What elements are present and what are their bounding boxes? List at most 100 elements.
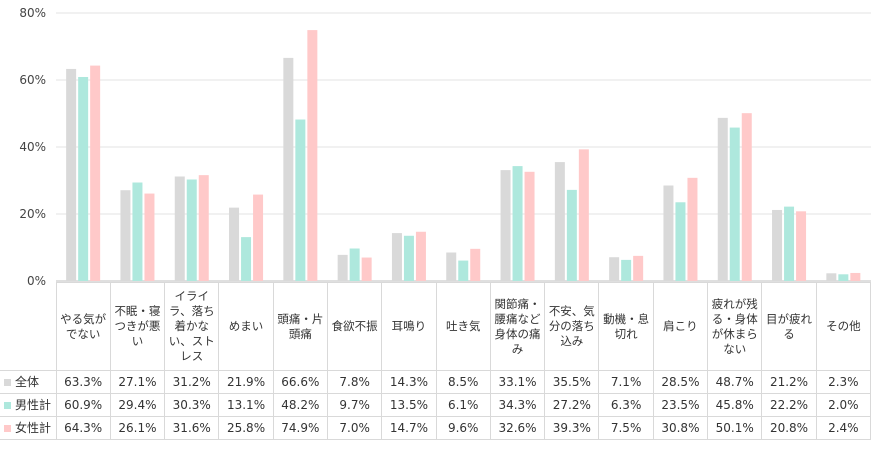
category-label: やる気がでない	[55, 282, 111, 371]
bar-all	[391, 233, 402, 281]
series-name: 全体	[15, 374, 40, 389]
data-label: 48.7%	[707, 370, 763, 394]
bar-all	[120, 190, 131, 281]
category-label: 不安、気分の落ち込み	[544, 282, 600, 371]
data-label: 7.5%	[598, 416, 654, 440]
data-label: 6.1%	[435, 393, 491, 417]
bar-all	[446, 252, 457, 281]
bar-male	[729, 127, 740, 281]
category-label: その他	[815, 282, 872, 371]
bar-all	[66, 68, 77, 281]
data-label: 64.3%	[55, 416, 111, 440]
bar-female	[578, 149, 589, 281]
category-label: 肩こり	[652, 282, 709, 371]
bar-all	[283, 57, 294, 281]
category-label: 関節痛・腰痛など身体の痛み	[489, 282, 546, 371]
data-label: 33.1%	[489, 370, 546, 394]
data-label: 39.3%	[544, 416, 600, 440]
bar-female	[470, 248, 481, 281]
bar-female	[850, 272, 861, 281]
bar-chart: 0%20%40%60%80%	[19, 6, 871, 288]
data-label: 28.5%	[652, 370, 709, 394]
data-label: 14.3%	[381, 370, 437, 394]
category-label: 不眠・寝つきが悪い	[109, 282, 166, 371]
bar-female	[524, 171, 535, 281]
series-name: 女性計	[15, 420, 52, 435]
data-label: 63.3%	[55, 370, 111, 394]
bar-female	[253, 194, 264, 281]
bar-male	[186, 179, 197, 281]
category-label: 疲れが残る・身体が休まらない	[707, 282, 763, 371]
table-row: 男性計 60.9% 29.4% 30.3% 13.1% 48.2% 9.7% 13.5% 6.1…	[0, 393, 872, 417]
bar-female	[415, 231, 426, 281]
data-label: 7.1%	[598, 370, 654, 394]
bar-all	[609, 257, 620, 281]
data-label: 27.1%	[109, 370, 166, 394]
data-label: 2.4%	[815, 416, 872, 440]
data-label: 30.8%	[652, 416, 709, 440]
bar-all	[663, 185, 674, 281]
y-tick-label: 20%	[19, 207, 46, 221]
data-label: 9.7%	[326, 393, 383, 417]
bar-male	[458, 260, 469, 281]
bar-female	[741, 113, 752, 281]
bar-female	[144, 193, 155, 281]
y-tick-label: 60%	[19, 73, 46, 87]
bar-all	[337, 254, 348, 281]
bar-male	[621, 259, 632, 281]
bar-male	[132, 182, 143, 281]
bar-female	[198, 175, 209, 281]
bar-male	[675, 202, 686, 281]
bar-male	[241, 237, 252, 281]
data-label: 14.7%	[381, 416, 437, 440]
category-label: 吐き気	[435, 282, 491, 371]
table-row: 女性計 64.3% 26.1% 31.6% 25.8% 74.9% 7.0% 14.7% 9.6…	[0, 416, 872, 440]
bar-female	[90, 65, 101, 281]
data-label: 13.5%	[381, 393, 437, 417]
bar-male	[295, 119, 306, 281]
data-label: 31.6%	[164, 416, 220, 440]
y-tick-label: 40%	[19, 140, 46, 154]
category-label: めまい	[218, 282, 274, 371]
category-label: 動機・息切れ	[598, 282, 654, 371]
bar-all	[500, 170, 511, 281]
bar-male	[784, 206, 795, 281]
bar-all	[717, 117, 728, 281]
data-label: 35.5%	[544, 370, 600, 394]
legend-swatch	[4, 401, 11, 409]
data-label: 48.2%	[272, 393, 328, 417]
bar-male	[78, 76, 89, 281]
data-label: 20.8%	[761, 416, 817, 440]
bar-female	[361, 257, 372, 281]
bar-female	[796, 211, 807, 281]
data-label: 2.3%	[815, 370, 872, 394]
bar-male	[403, 235, 414, 281]
data-label: 21.9%	[218, 370, 274, 394]
data-label: 13.1%	[218, 393, 274, 417]
data-label: 22.2%	[761, 393, 817, 417]
bar-all	[554, 162, 565, 281]
legend-swatch	[4, 424, 11, 432]
bar-all	[229, 207, 240, 281]
data-label: 32.6%	[489, 416, 546, 440]
bar-female	[633, 255, 644, 281]
y-tick-label: 80%	[19, 6, 46, 20]
bar-male	[349, 248, 360, 281]
data-label: 21.2%	[761, 370, 817, 394]
bar-male	[838, 274, 849, 281]
data-label: 25.8%	[218, 416, 274, 440]
bar-all	[772, 209, 783, 281]
data-label: 45.8%	[707, 393, 763, 417]
data-label: 8.5%	[435, 370, 491, 394]
data-table: やる気がでない 不眠・寝つきが悪い イライラ、落ち着かない、ストレス めまい 頭痛・片頭…	[0, 282, 872, 440]
bar-male	[512, 166, 523, 281]
data-label: 7.0%	[326, 416, 383, 440]
bar-all	[826, 273, 837, 281]
data-label: 23.5%	[652, 393, 709, 417]
data-label: 2.0%	[815, 393, 872, 417]
bar-all	[174, 176, 185, 281]
category-label: イライラ、落ち着かない、ストレス	[164, 282, 220, 371]
bar-male	[566, 189, 577, 281]
data-label: 29.4%	[109, 393, 166, 417]
